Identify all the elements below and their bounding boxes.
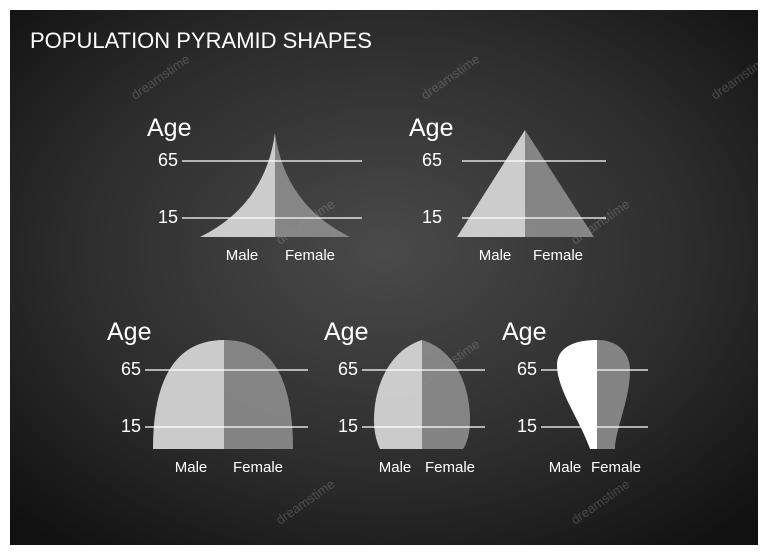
- male-shape: [153, 340, 224, 449]
- axis-label: Age: [409, 114, 453, 142]
- male-shape: [557, 340, 597, 449]
- male-shape: [200, 133, 275, 237]
- tick-label: 65: [338, 359, 358, 379]
- female-label: Female: [425, 459, 475, 476]
- tick-label: 15: [422, 207, 442, 227]
- male-shape: [374, 340, 422, 449]
- tick-label: 65: [422, 150, 442, 170]
- female-shape: [275, 133, 350, 237]
- male-label: Male: [379, 459, 412, 476]
- panel: Age 65 15 Male Female: [107, 318, 308, 476]
- male-label: Male: [175, 459, 208, 476]
- panel: Age 65 15 Male Female: [147, 114, 362, 264]
- tick-label: 15: [517, 416, 537, 436]
- male-label: Male: [226, 247, 259, 264]
- female-label: Female: [285, 247, 335, 264]
- panel: Age 65 15 Male Female: [502, 318, 648, 476]
- female-shape: [597, 340, 630, 449]
- tick-label: 15: [338, 416, 358, 436]
- female-label: Female: [591, 459, 641, 476]
- female-shape: [224, 340, 293, 449]
- male-label: Male: [479, 247, 512, 264]
- female-shape: [525, 130, 594, 237]
- tick-label: 15: [158, 207, 178, 227]
- axis-label: Age: [147, 114, 191, 142]
- female-label: Female: [233, 459, 283, 476]
- female-label: Female: [533, 247, 583, 264]
- panel: Age 65 15 Male Female: [324, 318, 485, 476]
- tick-label: 65: [158, 150, 178, 170]
- chalkboard: [10, 10, 758, 545]
- female-shape: [422, 340, 470, 449]
- axis-label: Age: [324, 318, 368, 346]
- tick-label: 65: [121, 359, 141, 379]
- male-label: Male: [549, 459, 582, 476]
- male-shape: [457, 130, 525, 237]
- tick-label: 65: [517, 359, 537, 379]
- axis-label: Age: [107, 318, 151, 346]
- tick-label: 15: [121, 416, 141, 436]
- title: POPULATION PYRAMID SHAPES: [30, 28, 372, 53]
- panel: Age 65 15 Male Female: [409, 114, 606, 264]
- axis-label: Age: [502, 318, 546, 346]
